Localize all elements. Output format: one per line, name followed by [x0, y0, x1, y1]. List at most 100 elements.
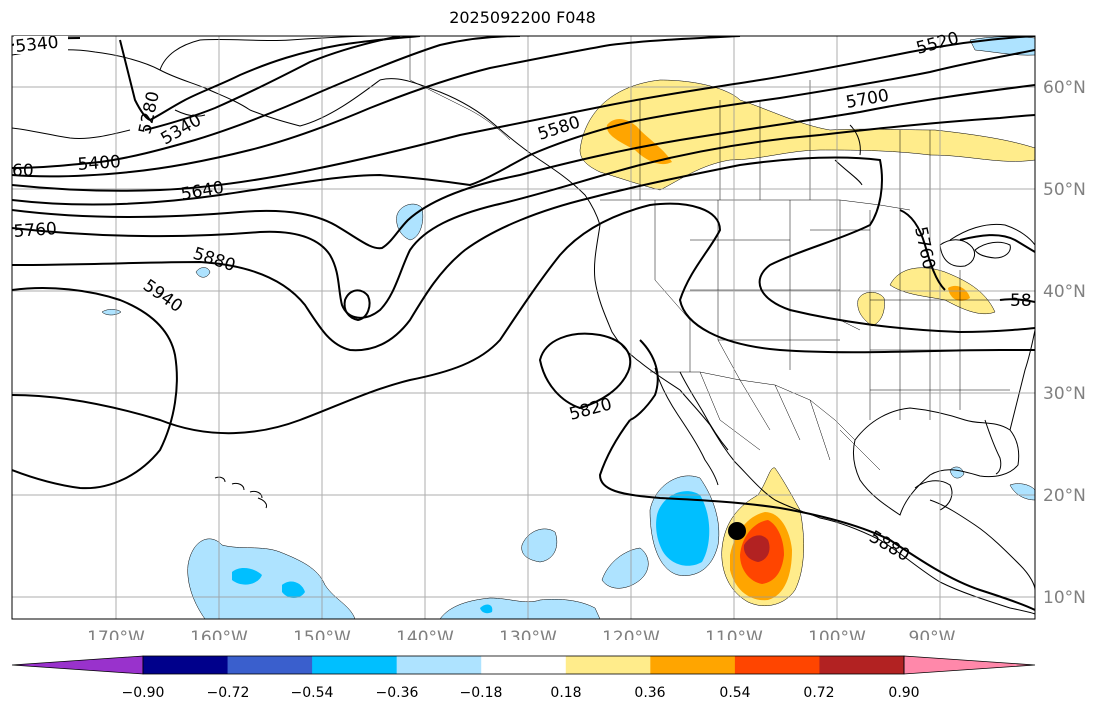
- contour-5880: [12, 202, 1035, 435]
- negative-region-hudson: [969, 36, 1035, 56]
- map-frame: [11, 35, 1036, 620]
- contour-label: 5340: [14, 33, 59, 57]
- coastline-alaska-north: [159, 36, 381, 71]
- canada-province-borders: [639, 80, 931, 240]
- contour-5940: [12, 287, 178, 490]
- colorbar-tick: 0.90: [888, 685, 919, 701]
- graticule: [12, 36, 1035, 619]
- lat-label: 20°N: [1043, 486, 1086, 506]
- contour-label: 60: [12, 161, 34, 181]
- contour-5640: [12, 49, 1035, 206]
- border-us-canada: [600, 199, 911, 211]
- negative-region-hawaii: [187, 538, 356, 619]
- lat-label: 10°N: [1043, 588, 1086, 608]
- coastline-aleutians: [12, 109, 206, 139]
- negative-bottom-strip: [439, 597, 601, 619]
- coastline-alaska: [12, 49, 601, 226]
- storm-marker: [728, 522, 746, 540]
- colorbar-tick: −0.18: [460, 685, 503, 701]
- colorbar-ticks: −0.90 −0.72 −0.54 −0.36 −0.18 0.18 0.36 …: [122, 685, 920, 701]
- colorbar-tick: 0.72: [803, 685, 834, 701]
- contour-label: 5400: [77, 152, 122, 175]
- contour-5760: [12, 114, 1035, 319]
- lon-label: 150°W: [293, 628, 351, 640]
- colorbar-cell: [734, 656, 820, 674]
- colorbar-cells: [11, 655, 1036, 675]
- lon-label: 160°W: [190, 628, 248, 640]
- map-panel: 5340 5280 5340 5400 60 5580 5700 5640 57…: [11, 28, 1086, 640]
- colorbar-extend-low: [11, 655, 144, 675]
- contour-5580: [12, 36, 1035, 192]
- colorbar-tick: −0.72: [207, 685, 250, 701]
- border-alaska-canada: [409, 36, 511, 141]
- contour-5400: [12, 36, 521, 169]
- coastline-baja: [654, 367, 719, 486]
- coastline-gulf: [852, 407, 1020, 516]
- hawaii-islands: [214, 476, 267, 509]
- negative-small-cuba: [1009, 483, 1035, 501]
- colorbar-tick: −0.36: [376, 685, 419, 701]
- coastline-central-america: [929, 499, 1035, 591]
- contour-label: 58: [1010, 291, 1032, 311]
- contour-5760-east: [899, 209, 1035, 291]
- lat-label: 50°N: [1043, 180, 1086, 200]
- colorbar-cell: [819, 656, 905, 674]
- colorbar-cell: [565, 656, 651, 674]
- map-title: 2025092200 F048: [449, 8, 596, 27]
- lon-axis-labels: 170°W 160°W 150°W 140°W 130°W 120°W 110°…: [87, 628, 956, 640]
- mexico-state-borders: [699, 371, 881, 471]
- colorbar-tick: −0.54: [291, 685, 334, 701]
- positive-core-storm: [743, 535, 770, 562]
- colorbar: −0.90 −0.72 −0.54 −0.36 −0.18 0.18 0.36 …: [11, 655, 1036, 701]
- great-lakes: [939, 239, 1011, 267]
- negative-core-pacific: [656, 491, 710, 566]
- lon-label: 130°W: [499, 628, 557, 640]
- contour-5460: [12, 36, 741, 178]
- lat-label: 30°N: [1043, 384, 1086, 404]
- positive-region-canada: [579, 79, 1035, 191]
- lon-label: 140°W: [396, 628, 454, 640]
- coastline-yucatan: [914, 480, 953, 511]
- coastline-hudson: [834, 124, 863, 186]
- coastline-baja-east: [679, 371, 729, 451]
- lat-axis-labels: 60°N 50°N 40°N 30°N 20°N 10°N: [1043, 78, 1086, 608]
- colorbar-tick: −0.90: [122, 685, 165, 701]
- colorbar-cell: [227, 656, 313, 674]
- lon-label: 100°W: [808, 628, 866, 640]
- lon-label: 120°W: [602, 628, 660, 640]
- lon-label: 170°W: [87, 628, 145, 640]
- coastline-labrador: [949, 223, 1035, 246]
- colorbar-cell: [396, 656, 482, 674]
- negative-core-hawaii: [232, 568, 262, 585]
- contour-5820: [12, 156, 1035, 352]
- colorbar-tick: 0.18: [550, 685, 581, 701]
- colorbar-tick: 0.36: [634, 685, 665, 701]
- negative-small-1: [195, 267, 211, 278]
- lon-label: 110°W: [705, 628, 763, 640]
- negative-core-hawaii-2: [282, 581, 305, 598]
- positive-core-midwest: [948, 285, 970, 301]
- lat-label: 60°N: [1043, 78, 1086, 98]
- colorbar-extend-high: [903, 655, 1036, 675]
- colorbar-tick: 0.54: [719, 685, 750, 701]
- contour-5820-closed: [538, 332, 632, 410]
- colorbar-cell: [312, 656, 398, 674]
- contour-5760-closed: [343, 289, 371, 322]
- lat-label: 40°N: [1043, 282, 1086, 302]
- contour-5880-west: [629, 339, 659, 421]
- contour-5880-south: [598, 419, 1035, 611]
- contour-5280: [119, 36, 421, 122]
- contour-5880-east: [999, 298, 1035, 303]
- anomaly-shading: [101, 36, 1035, 619]
- colorbar-cell: [143, 656, 229, 674]
- colorbar-cell: [481, 656, 567, 674]
- lon-label: 90°W: [909, 628, 956, 640]
- positive-core-canada: [606, 118, 672, 165]
- coastline-florida: [984, 419, 1002, 475]
- contour-5700: [12, 84, 1035, 250]
- height-contours: [12, 36, 1035, 611]
- colorbar-frame: [142, 655, 905, 675]
- negative-core-bottom: [480, 604, 493, 614]
- contour-label: 5760: [13, 219, 58, 242]
- negative-patch-1: [601, 547, 649, 589]
